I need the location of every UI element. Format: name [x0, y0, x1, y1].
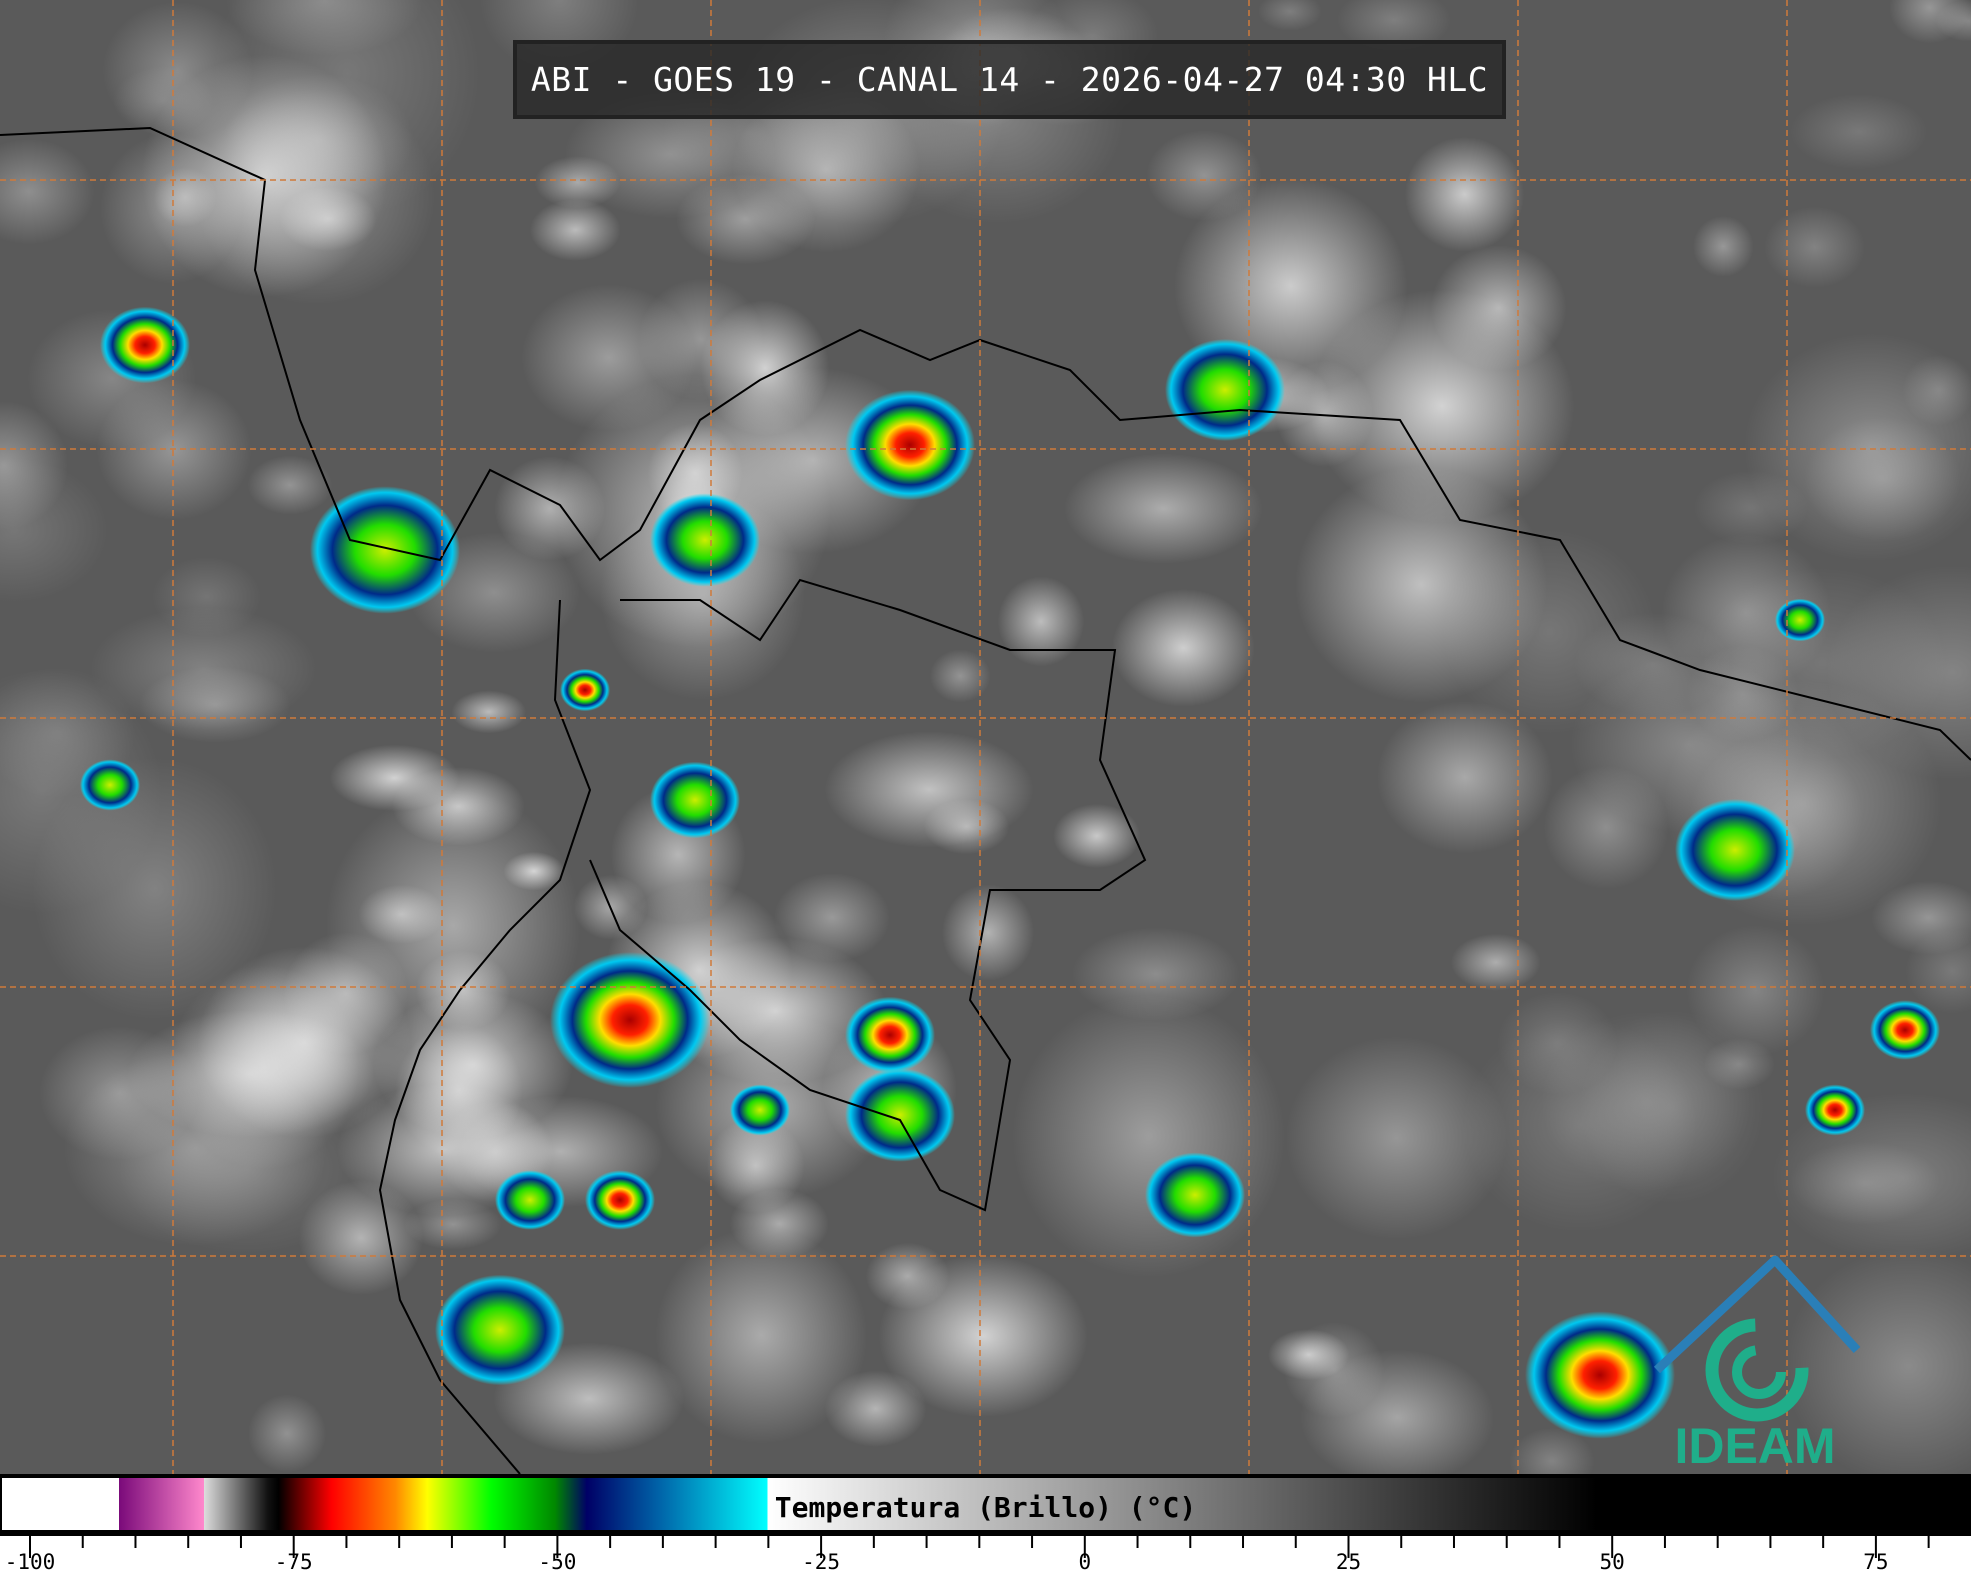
lat-lon-grid	[0, 0, 1971, 1474]
cloud	[1071, 927, 1240, 1021]
cloud	[1257, 0, 1322, 31]
colorbar	[0, 1474, 1971, 1540]
cloud	[1889, 0, 1971, 44]
cloud	[247, 1394, 327, 1473]
cloud	[700, 300, 830, 436]
cloud	[521, 284, 697, 432]
storm-cell	[1145, 1152, 1245, 1238]
colorbar-label: Temperatura (Brillo) (°C)	[774, 1490, 1197, 1524]
tick-label: -100	[4, 1550, 56, 1574]
cloud	[1336, 0, 1451, 53]
cloud	[774, 872, 891, 962]
storm-cell	[1525, 1311, 1675, 1439]
cloud	[1285, 1036, 1508, 1240]
storm-cell	[80, 759, 140, 811]
cloud-layer	[0, 0, 1971, 1474]
cloud	[90, 607, 317, 730]
satellite-map	[0, 0, 1971, 1474]
storm-cell	[1870, 1000, 1940, 1060]
storm-cell	[550, 952, 710, 1088]
storm-cell	[1805, 1084, 1865, 1136]
coastlines	[0, 126, 1971, 1474]
cloud	[997, 576, 1085, 667]
cloud	[707, 1117, 805, 1214]
cloud	[534, 156, 621, 209]
storm-cell	[435, 1274, 565, 1386]
tick-label: 25	[1335, 1550, 1362, 1574]
cloud	[1764, 206, 1866, 288]
cloud	[247, 455, 333, 515]
cloud	[1462, 1017, 1698, 1233]
colorbar-gradient	[2, 1478, 1969, 1530]
storm-cell	[1165, 339, 1285, 441]
cloud	[225, 0, 424, 56]
cloud	[1871, 880, 1971, 955]
cloud	[373, 991, 573, 1139]
cloud	[63, 1050, 328, 1247]
cloud	[732, 86, 920, 253]
cloud	[358, 884, 445, 944]
svg-text:IDEAM: IDEAM	[1674, 1418, 1835, 1470]
cloud	[1784, 1247, 1971, 1474]
cloud	[1686, 925, 1825, 1056]
cloud	[451, 690, 527, 734]
storm-cell	[845, 1068, 955, 1162]
cloud	[283, 932, 409, 1055]
storm-cell	[100, 306, 190, 384]
cloud	[655, 1227, 868, 1444]
tick-label: -75	[274, 1550, 313, 1574]
cloud	[1012, 994, 1286, 1278]
storm-cell	[1675, 799, 1795, 901]
tick-label: 0	[1078, 1550, 1092, 1574]
cloud	[1570, 655, 1806, 833]
cloud	[1404, 136, 1525, 252]
storm-cell	[585, 1170, 655, 1230]
cloud	[1692, 215, 1754, 277]
cloud	[1902, 354, 1971, 426]
storm-cell	[845, 389, 975, 501]
ideam-logo: IDEAM	[1653, 1255, 1861, 1470]
tick-label: 75	[1863, 1550, 1889, 1574]
storm-cell	[310, 486, 460, 614]
cloud	[1790, 93, 1928, 170]
cloud	[824, 731, 1034, 848]
cloud	[0, 401, 69, 530]
cloud	[865, 1242, 950, 1310]
cloud	[1771, 1092, 1971, 1262]
cloud	[1509, 1427, 1595, 1474]
cloud	[1283, 1321, 1385, 1418]
storm-cell	[560, 668, 610, 712]
cloud	[195, 88, 436, 305]
cloud	[941, 884, 1035, 981]
cloud	[503, 851, 565, 891]
storm-cell	[495, 1170, 565, 1230]
image-title-box: ABI - GOES 19 - CANAL 14 - 2026-04-27 04…	[513, 40, 1506, 119]
tick-label: 50	[1599, 1550, 1625, 1574]
cloud	[1064, 453, 1263, 564]
storm-cell	[650, 493, 760, 587]
storm-cell	[845, 996, 935, 1074]
cloud	[529, 199, 621, 261]
cloud	[1309, 289, 1575, 523]
cloud	[0, 138, 95, 245]
convective-storms-layer	[80, 306, 1940, 1439]
cloud	[298, 1180, 424, 1296]
image-title: ABI - GOES 19 - CANAL 14 - 2026-04-27 04…	[530, 60, 1489, 99]
tick-label: -50	[538, 1550, 577, 1574]
storm-cell	[650, 761, 740, 839]
cloud	[1053, 803, 1141, 868]
cloud	[1111, 588, 1255, 707]
storm-cell	[1775, 598, 1825, 642]
colorbar-axis	[0, 1536, 1971, 1577]
cloud	[1376, 701, 1553, 854]
tick-label: -25	[802, 1550, 841, 1574]
cloud	[32, 757, 278, 1021]
cloud	[1450, 933, 1541, 991]
cloud	[929, 649, 991, 703]
storm-cell	[730, 1084, 790, 1136]
